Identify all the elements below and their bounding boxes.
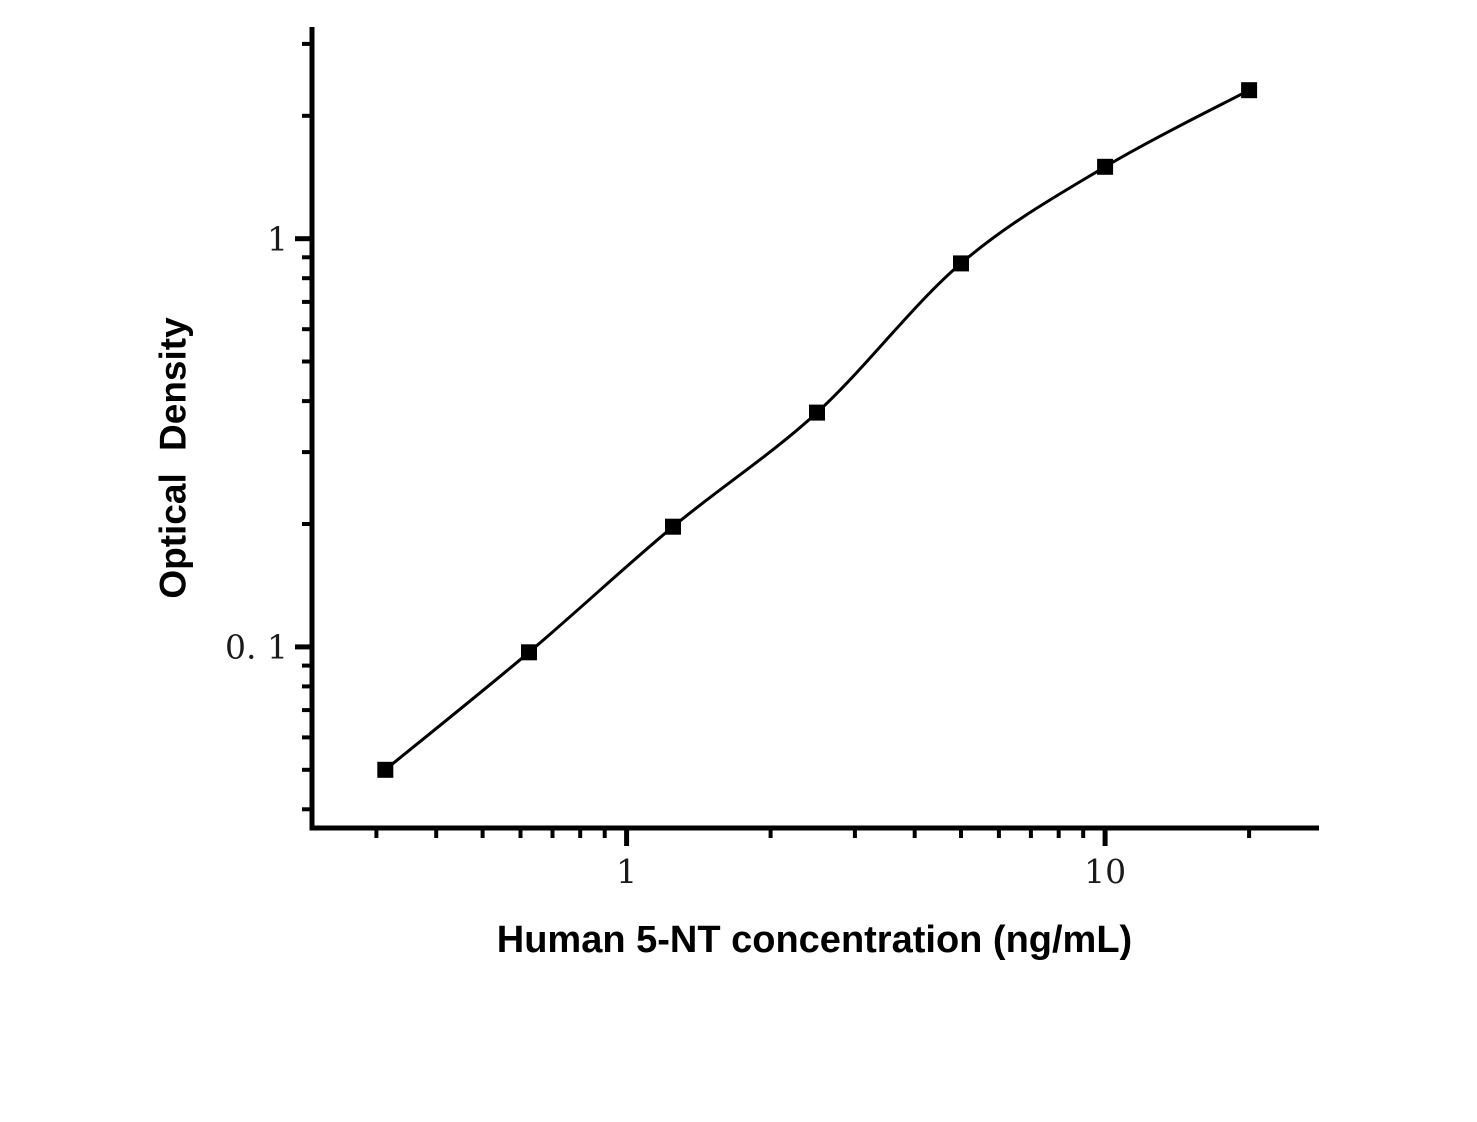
data-point-marker	[377, 761, 394, 778]
y-axis-tick-label-0.1: 0. 1	[225, 627, 288, 667]
data-point-marker	[953, 255, 969, 272]
y-axis-title: Optical Density	[152, 316, 194, 599]
data-point-marker	[1241, 82, 1258, 99]
x-axis-tick-label-1: 1	[616, 852, 638, 891]
data-point-marker	[809, 404, 825, 421]
data-point-marker	[1097, 158, 1114, 175]
data-point-marker	[665, 518, 681, 535]
y-axis-tick-label-1: 1	[267, 219, 288, 259]
data-point-marker	[521, 644, 537, 661]
standard-curve-line	[384, 88, 1250, 771]
x-axis-tick-label-10: 10	[1084, 852, 1127, 891]
x-axis-title: Human 5-NT concentration (ng/mL)	[496, 919, 1133, 961]
